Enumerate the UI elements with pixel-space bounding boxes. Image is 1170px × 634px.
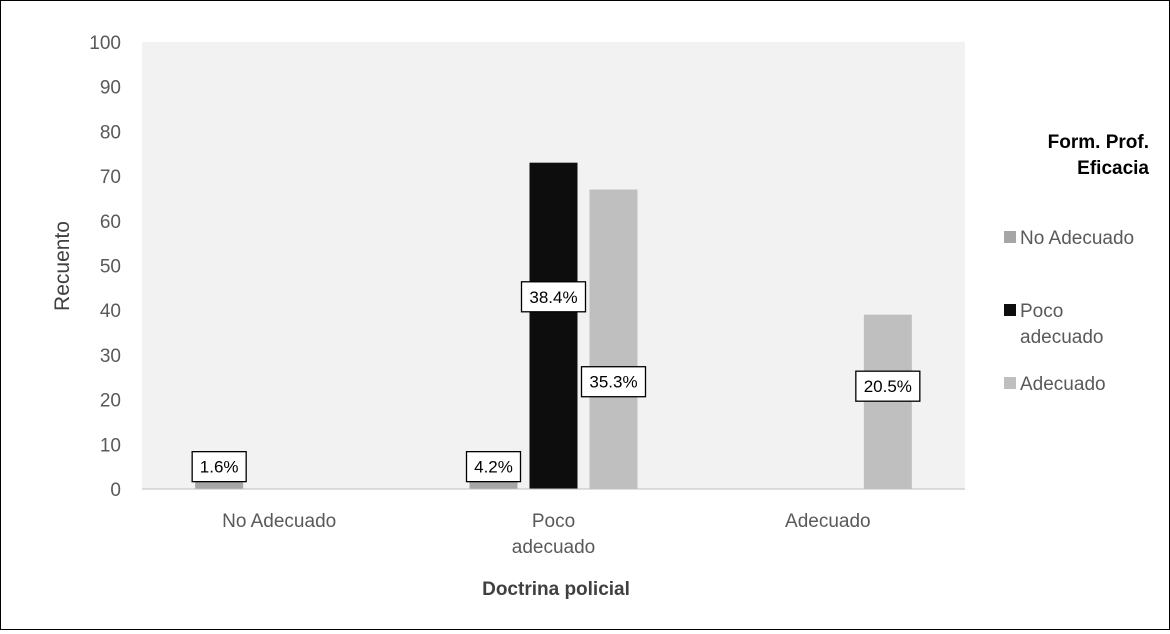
y-tick-labels: 0 10 20 30 40 50 60 70 80 90 100 xyxy=(89,33,121,501)
data-label-box xyxy=(520,281,587,313)
y-tick-label: 10 xyxy=(100,435,121,456)
legend-label: adecuado xyxy=(1020,327,1103,348)
legend-swatch xyxy=(1004,377,1016,389)
y-tick-label: 50 xyxy=(100,257,121,278)
y-tick-label: 20 xyxy=(100,391,121,412)
y-tick-label: 40 xyxy=(100,301,121,322)
x-tick-label: Adecuado xyxy=(785,511,871,532)
legend-title: Eficacia xyxy=(1077,158,1149,179)
data-label-box xyxy=(855,370,921,402)
bar xyxy=(589,189,638,489)
legend-label: No Adecuado xyxy=(1020,228,1134,249)
legend-swatch xyxy=(1004,304,1016,316)
x-tick-labels: No Adecuado Poco adecuado Adecuado xyxy=(222,511,871,558)
data-label: 1.6% xyxy=(200,458,239,477)
y-axis-label: Recuento xyxy=(51,221,74,311)
x-tick-label: No Adecuado xyxy=(222,511,336,532)
legend-label: Poco xyxy=(1020,301,1063,322)
data-label-box xyxy=(465,450,522,483)
x-tick-label: Poco xyxy=(532,511,575,532)
y-tick-label: 70 xyxy=(100,167,121,188)
data-label: 20.5% xyxy=(864,377,912,396)
bar xyxy=(529,162,578,489)
bar xyxy=(469,480,518,489)
y-tick-label: 30 xyxy=(100,346,121,367)
y-tick-label: 0 xyxy=(110,480,121,501)
legend-label: Adecuado xyxy=(1020,374,1106,395)
bar xyxy=(195,480,244,489)
data-label: 38.4% xyxy=(529,288,577,307)
data-label: 35.3% xyxy=(589,373,637,392)
x-axis-label: Doctrina policial xyxy=(482,579,630,600)
y-tick-label: 90 xyxy=(100,78,121,99)
data-label-box xyxy=(191,450,247,483)
data-label-box xyxy=(580,366,647,398)
x-tick-label: adecuado xyxy=(512,537,595,558)
data-label: 4.2% xyxy=(474,458,513,477)
legend-swatch xyxy=(1004,231,1016,243)
data-labels-layer: 1.6% 4.2% 38.4% 35.3% 20.5% xyxy=(191,281,921,483)
y-tick-label: 100 xyxy=(89,33,121,54)
y-tick-label: 60 xyxy=(100,212,121,233)
y-tick-label: 80 xyxy=(100,122,121,143)
legend-title: Form. Prof. xyxy=(1048,132,1149,153)
legend: Form. Prof. Eficacia No Adecuado Poco adecua… xyxy=(1004,132,1149,395)
